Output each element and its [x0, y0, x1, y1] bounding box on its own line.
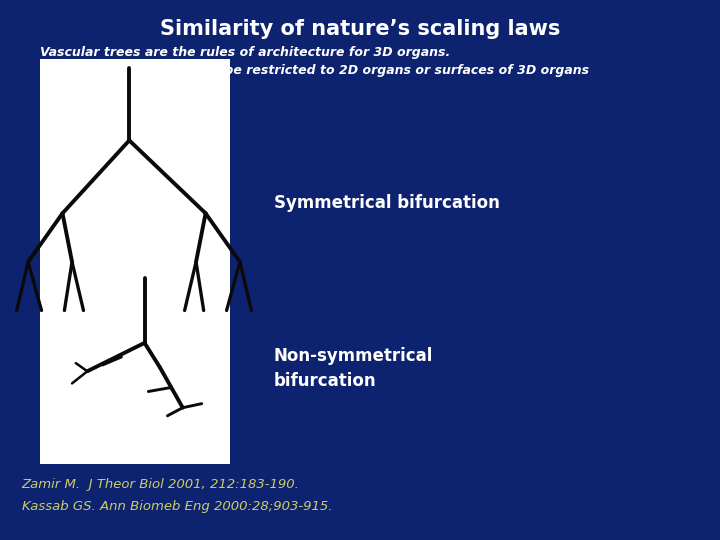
Text: Kassab GS. Ann Biomeb Eng 2000:28;903-915.: Kassab GS. Ann Biomeb Eng 2000:28;903-91…	[22, 500, 332, 513]
Text: Similarity of nature’s scaling laws: Similarity of nature’s scaling laws	[160, 19, 560, 39]
Text: Zamir M.  J Theor Biol 2001, 212:183-190.: Zamir M. J Theor Biol 2001, 212:183-190.	[22, 478, 300, 491]
Text: bifurcation: bifurcation	[274, 372, 377, 390]
Text: Non-symmetrical: Non-symmetrical	[274, 347, 433, 366]
Text: Vascular arcades seem to be restricted to 2D organs or surfaces of 3D organs: Vascular arcades seem to be restricted t…	[40, 64, 589, 77]
Bar	[40, 59, 230, 464]
Text: Vascular trees are the rules of architecture for 3D organs.: Vascular trees are the rules of architec…	[40, 46, 450, 59]
Text: Symmetrical bifurcation: Symmetrical bifurcation	[274, 193, 500, 212]
